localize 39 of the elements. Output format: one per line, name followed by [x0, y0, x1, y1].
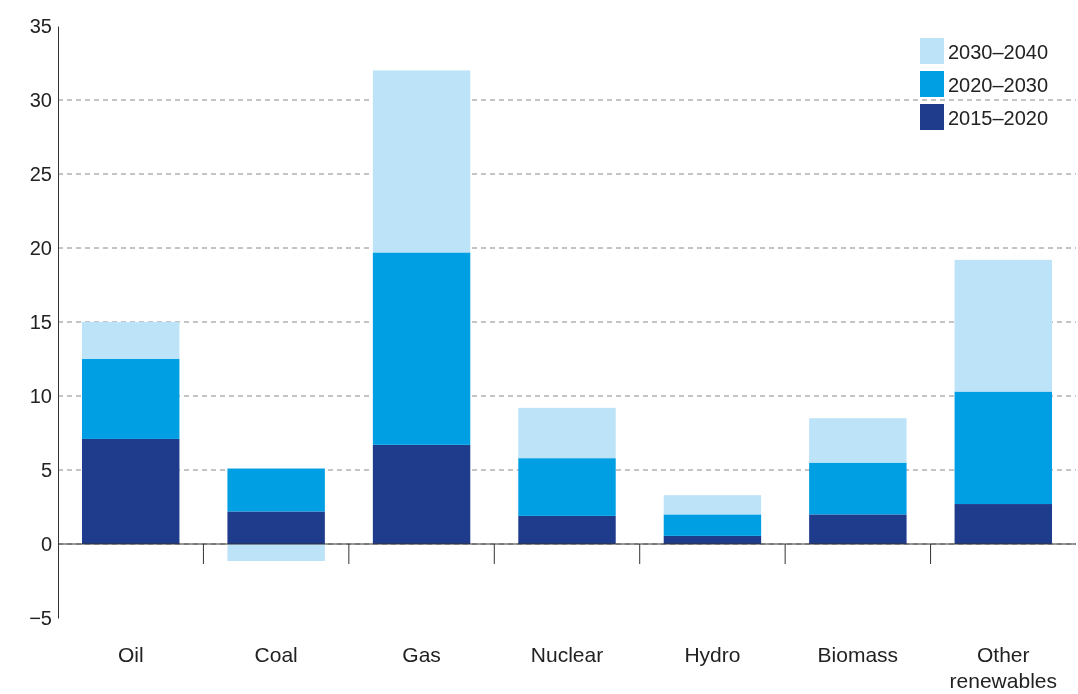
x-tick-label: Gas — [402, 643, 441, 666]
bar — [809, 418, 907, 463]
bar — [663, 495, 762, 515]
y-tick-label: −5 — [29, 606, 52, 629]
legend-label: 2020–2030 — [948, 74, 1049, 96]
bar — [372, 444, 471, 544]
bar — [82, 438, 180, 544]
y-tick-label: 35 — [29, 14, 52, 37]
x-tick-label: Biomass — [817, 643, 899, 666]
y-tick-label: 30 — [29, 88, 52, 111]
legend-label: 2030–2040 — [948, 41, 1049, 63]
bar — [663, 514, 762, 536]
bar — [954, 259, 1052, 392]
bar — [518, 407, 616, 459]
x-tick-label: Oil — [117, 643, 144, 666]
y-tick-label: 15 — [29, 310, 52, 333]
bar — [518, 515, 616, 544]
legend-label: 2015–2020 — [948, 107, 1049, 129]
y-tick-label: 10 — [29, 384, 52, 407]
y-tick-label: 25 — [29, 162, 52, 185]
bar — [954, 391, 1052, 505]
x-tick-label: Other renewables — [949, 643, 1057, 692]
x-tick-label: Nuclear — [530, 643, 604, 666]
bar — [809, 514, 907, 544]
bar — [82, 322, 180, 359]
x-tick-label: Coal — [254, 643, 298, 666]
x-tick-label: Hydro — [684, 643, 741, 666]
bar — [954, 504, 1052, 544]
y-tick-label: 5 — [40, 458, 52, 481]
y-tick-label: 20 — [29, 236, 52, 259]
bar — [372, 70, 471, 253]
bar — [809, 462, 907, 515]
bar — [227, 468, 325, 512]
bar — [518, 458, 616, 516]
bar — [227, 544, 325, 562]
bar — [372, 252, 471, 445]
bar — [227, 511, 325, 544]
y-tick-label: 0 — [40, 532, 52, 555]
bar — [82, 359, 180, 439]
